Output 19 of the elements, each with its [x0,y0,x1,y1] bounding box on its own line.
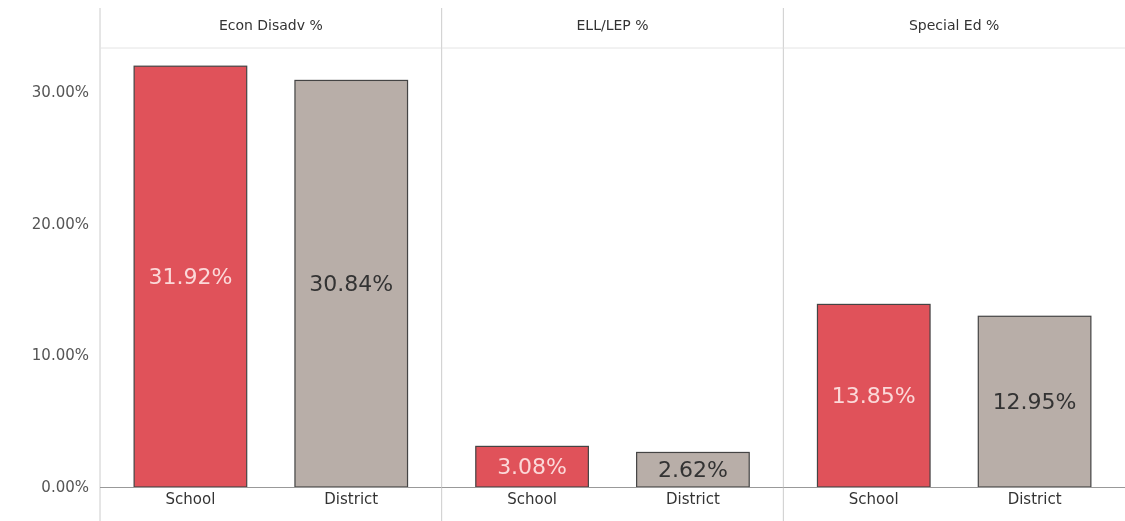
x-tick-label: District [665,490,720,508]
chart-title: Econ Disadv % [218,17,323,33]
chart-title: ELL/LEP % [576,17,649,33]
x-tick-label: School [848,490,899,508]
x-tick-label: District [1007,490,1062,508]
x-tick-label: School [165,490,216,508]
y-tick-label: 0.00% [41,478,89,497]
y-tick-label: 30.00% [31,82,89,101]
chart-title: Special Ed % [908,17,1000,33]
y-tick-label: 20.00% [31,214,89,233]
data-label: 12.95% [992,389,1077,415]
data-label: 3.08% [497,454,568,480]
data-label: 2.62% [657,457,728,483]
x-tick-label: District [324,490,379,508]
y-tick-label: 10.00% [31,346,89,365]
data-label: 30.84% [309,271,394,297]
x-tick-label: School [507,490,557,508]
data-label: 13.85% [831,383,916,409]
data-label: 31.92% [148,264,233,290]
